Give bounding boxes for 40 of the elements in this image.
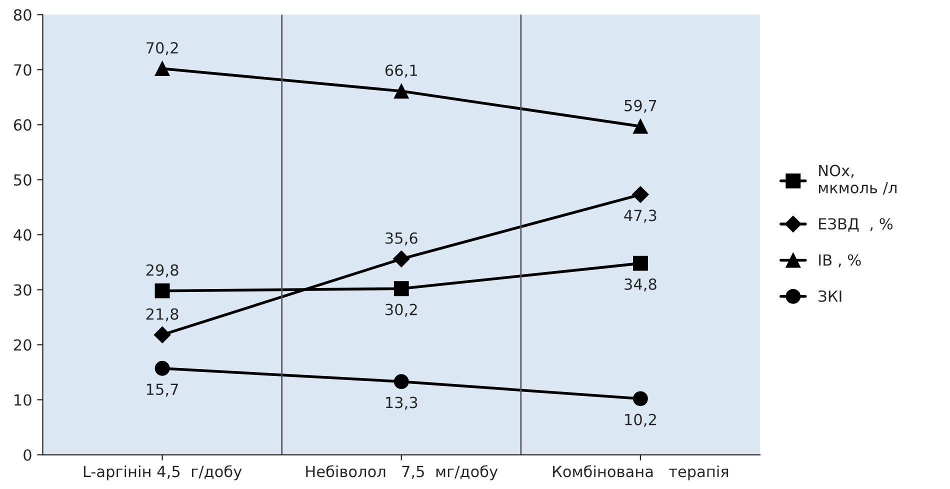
y-tick-label: 50 xyxy=(14,174,32,186)
y-tick-label: 40 xyxy=(14,229,32,241)
data-label: 13,3 xyxy=(386,396,418,410)
point xyxy=(154,283,170,298)
y-tick-label: 20 xyxy=(14,339,32,351)
data-label: 35,6 xyxy=(386,232,418,246)
legend-label: NOx, мкмоль /л xyxy=(818,164,896,195)
data-label: 21,8 xyxy=(146,308,178,322)
data-label: 30,2 xyxy=(386,304,417,317)
x-tick-label: L-аргінін 4,5 г/добу xyxy=(84,465,242,480)
x-tick-label: Небіволол 7,5 мг/добу xyxy=(306,465,498,480)
y-tick-label: 80 xyxy=(14,9,32,21)
point xyxy=(394,281,409,296)
point xyxy=(632,391,648,406)
point xyxy=(632,256,648,271)
y-tick-label: 70 xyxy=(14,64,32,76)
data-label: 34,8 xyxy=(624,278,656,292)
legend-label: ІВ , % xyxy=(819,254,861,268)
y-tick-label: 0 xyxy=(24,449,32,461)
y-tick-label: 10 xyxy=(14,394,32,406)
point xyxy=(154,326,171,344)
point xyxy=(394,374,409,390)
point xyxy=(632,186,649,203)
legend-label: ЗКІ xyxy=(818,290,842,302)
data-label: 59,7 xyxy=(624,100,656,113)
data-label: 70,2 xyxy=(146,42,178,56)
data-label: 10,2 xyxy=(625,414,656,427)
point xyxy=(154,360,170,376)
legend-label: ЕЗВД , % xyxy=(819,218,893,232)
data-label: 15,7 xyxy=(146,384,178,397)
data-label: 66,1 xyxy=(385,64,417,78)
point xyxy=(394,84,409,99)
data-label: 47,3 xyxy=(624,210,656,223)
x-tick-label: Комбінована терапія xyxy=(553,465,728,480)
point xyxy=(154,61,170,76)
y-tick-label: 60 xyxy=(14,119,32,131)
y-tick-label: 30 xyxy=(14,284,32,296)
point xyxy=(632,118,648,134)
point xyxy=(393,250,410,268)
data-label: 29,8 xyxy=(146,264,178,278)
